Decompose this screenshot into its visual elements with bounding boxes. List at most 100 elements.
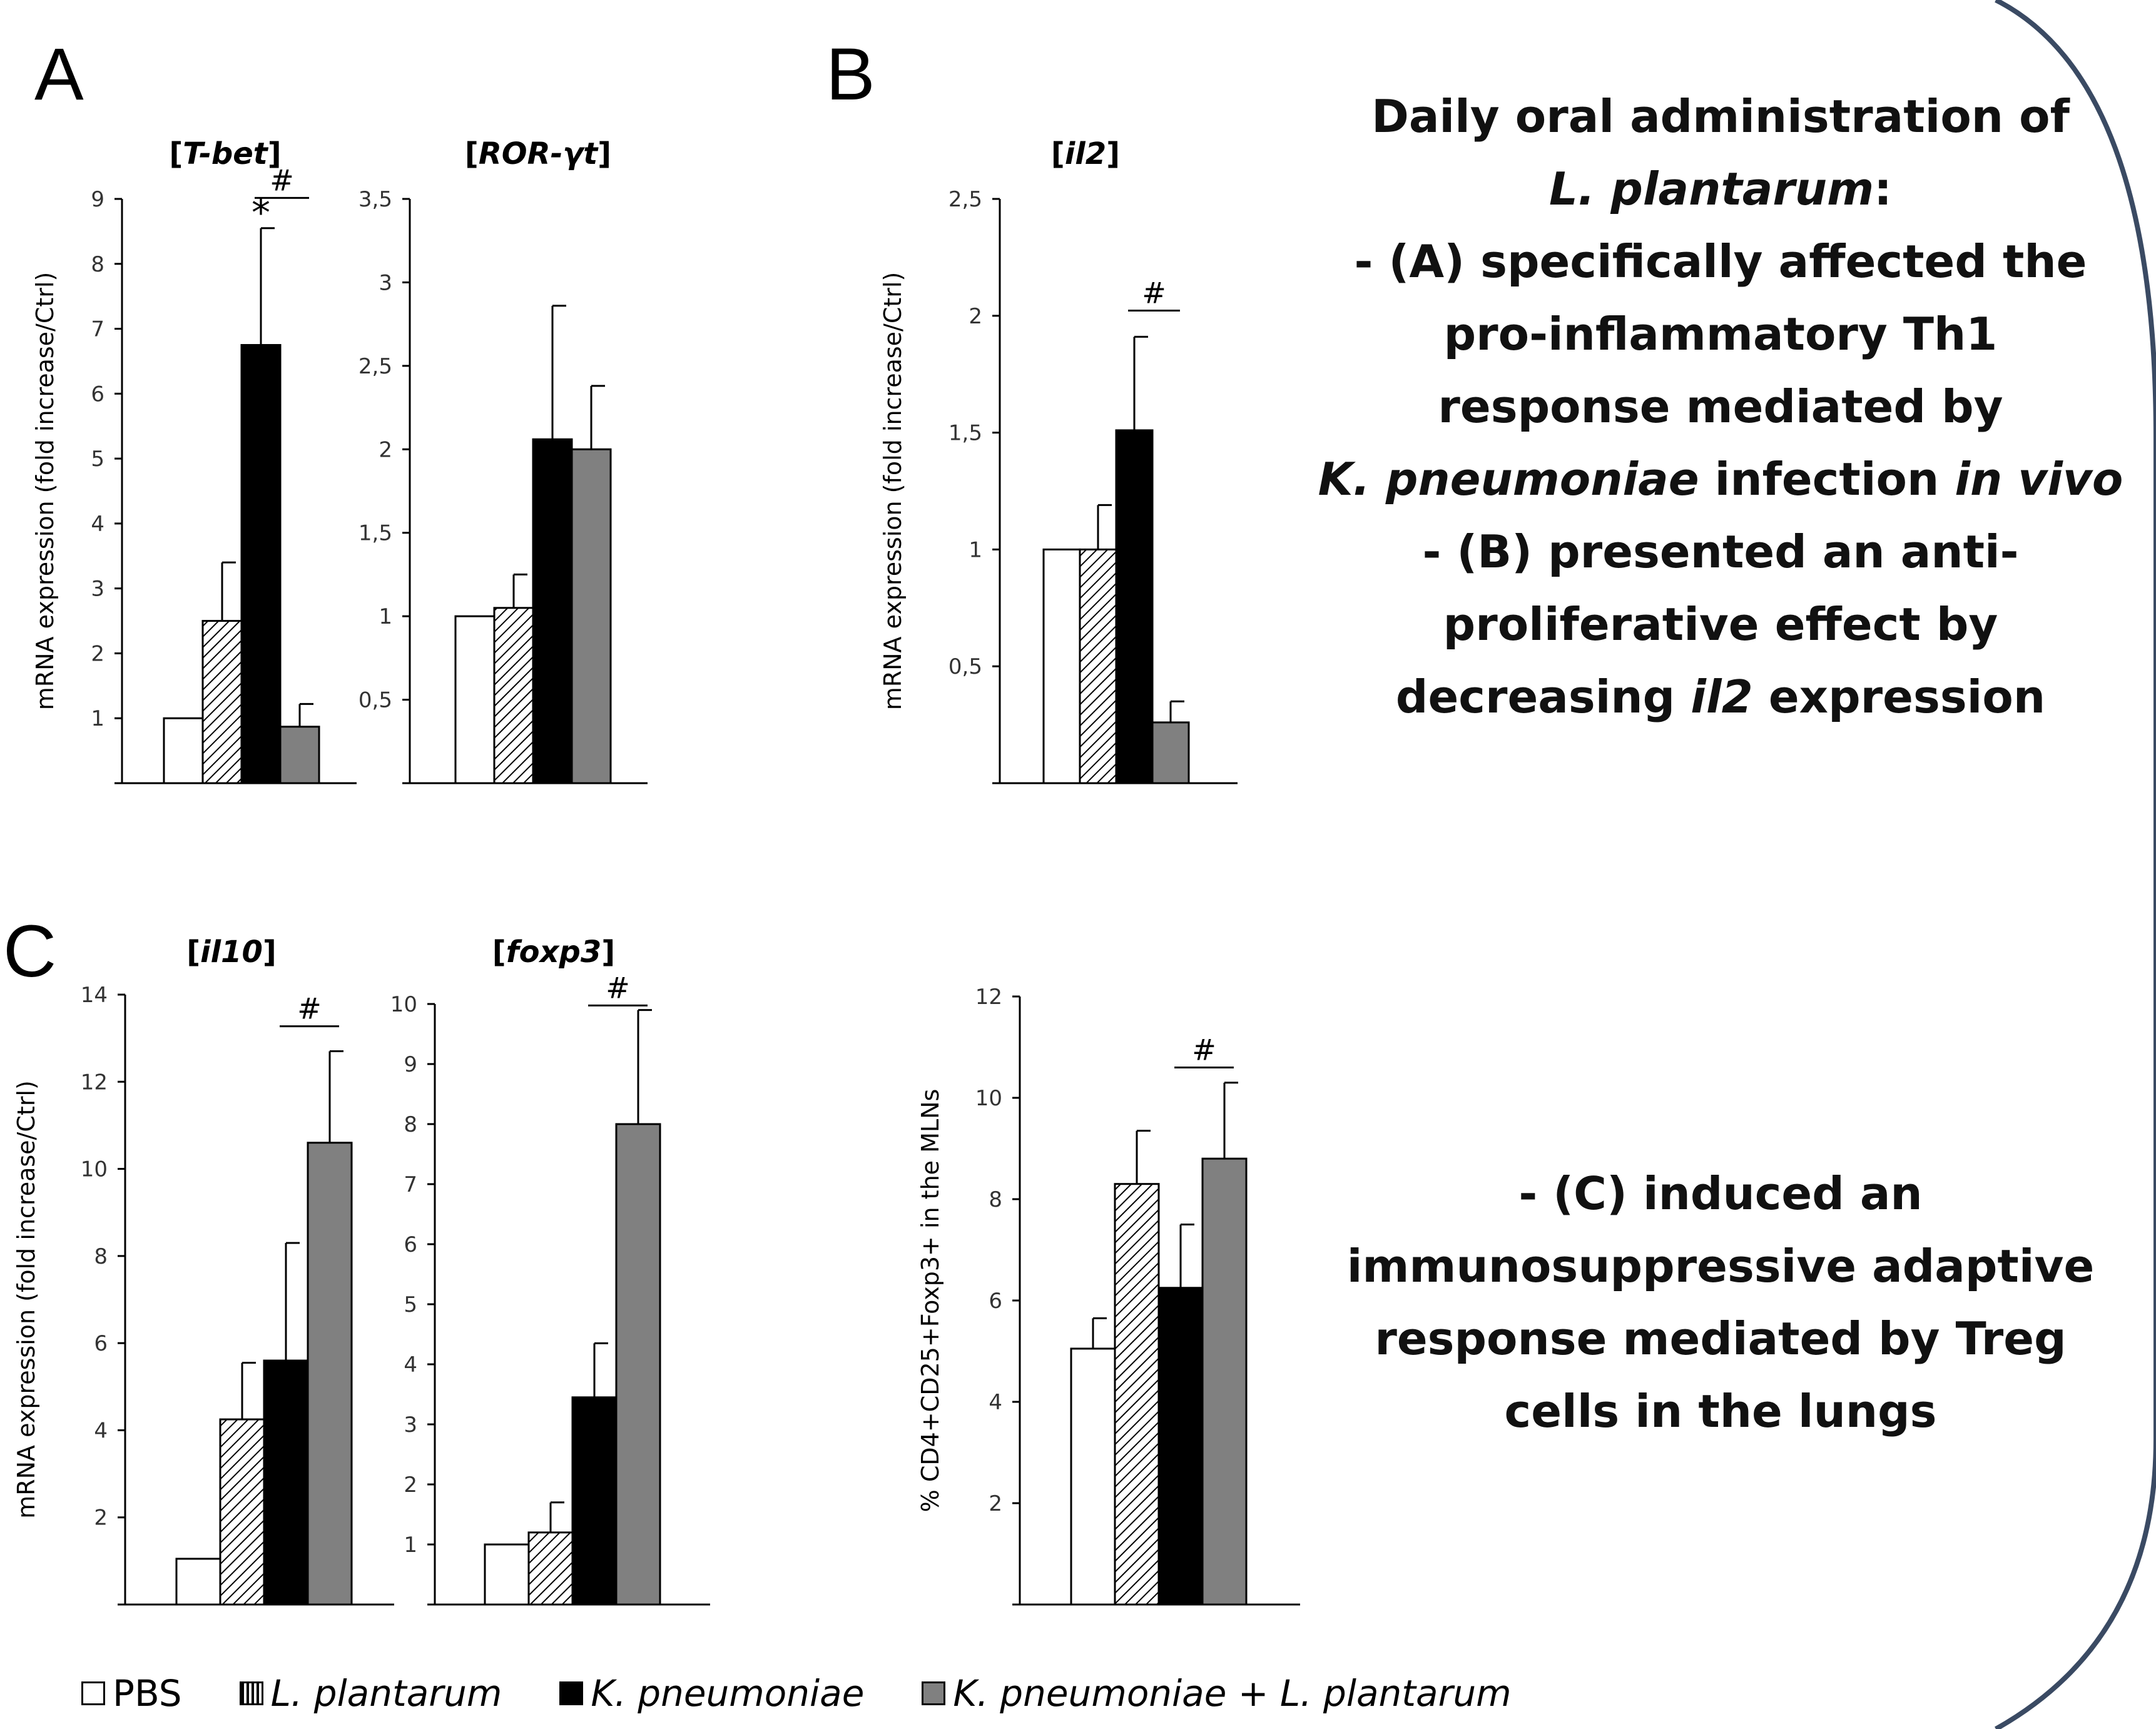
bar bbox=[1115, 429, 1154, 784]
summary-text-top: Daily oral administration of L. plantarum… bbox=[1239, 80, 2156, 733]
y-tick-label: 6 bbox=[404, 1232, 417, 1257]
y-tick-label: 2 bbox=[379, 437, 392, 462]
y-tick-label: 0,5 bbox=[948, 654, 982, 679]
legend-swatch bbox=[559, 1681, 584, 1705]
y-tick-label: 9 bbox=[404, 1052, 417, 1077]
y-tick-label: 2 bbox=[989, 1491, 1002, 1516]
y-tick-label: 9 bbox=[91, 187, 104, 212]
y-tick-label: 2,5 bbox=[948, 187, 982, 212]
chart-rorgt: 0,5 1 1,5 2 2,5 3 3,5 [ROR-γt] bbox=[358, 136, 648, 784]
summary-line: response mediated by bbox=[1438, 380, 2003, 433]
y-tick-label: 1,5 bbox=[358, 521, 392, 546]
bar bbox=[219, 1418, 265, 1606]
y-tick-label: 1 bbox=[969, 537, 982, 562]
y-tick-label: 12 bbox=[975, 985, 1002, 1010]
bar bbox=[1114, 1183, 1160, 1606]
y-tick-label: 5 bbox=[404, 1292, 417, 1317]
y-tick-label: 4 bbox=[91, 512, 104, 537]
chart-il2: 0,5 1 1,5 2 2,5 # [il2] mRNA expression (fold i… bbox=[879, 136, 1238, 784]
chart-title: [il10] bbox=[186, 935, 277, 970]
bar bbox=[163, 717, 204, 784]
chart-title: [foxp3] bbox=[492, 935, 615, 970]
legend-item: K. pneumoniae bbox=[559, 1672, 864, 1715]
summary-line: cells in the lungs bbox=[1504, 1385, 1937, 1437]
bar bbox=[279, 726, 320, 784]
y-tick-label: 8 bbox=[989, 1187, 1002, 1212]
bar bbox=[1157, 1287, 1204, 1606]
legend-label: K. pneumoniae + L. plantarum bbox=[953, 1672, 1512, 1715]
y-tick-label: 12 bbox=[81, 1070, 108, 1095]
y-tick-label: 6 bbox=[94, 1331, 108, 1356]
legend-item: PBS bbox=[81, 1672, 182, 1715]
bar bbox=[527, 1531, 574, 1606]
summary-text-bottom: - (C) induced an immunosuppressive adapti… bbox=[1276, 1157, 2156, 1448]
y-tick-label: 2 bbox=[91, 641, 104, 666]
y-tick-label: 5 bbox=[91, 447, 104, 472]
legend-swatch bbox=[239, 1681, 263, 1705]
y-tick-label: 3,5 bbox=[358, 187, 392, 212]
bar bbox=[454, 615, 496, 784]
bar bbox=[307, 1142, 353, 1606]
bar bbox=[1042, 548, 1081, 784]
y-tick-label: 2,5 bbox=[358, 354, 392, 379]
y-tick-label: 1,5 bbox=[948, 421, 982, 446]
y-tick-label: 4 bbox=[404, 1352, 417, 1377]
summary-line: K. pneumoniae infection in vivo bbox=[1318, 453, 2123, 505]
summary-line: pro-inflammatory Th1 bbox=[1443, 308, 1998, 360]
bar bbox=[263, 1359, 309, 1606]
chart-title: [T-bet] bbox=[169, 136, 281, 171]
significance-hash: # bbox=[606, 971, 630, 1005]
chart-treg: 2 4 6 8 10 12 # % CD4+CD25+Foxp3+ in the MLNs bbox=[917, 985, 1300, 1606]
y-tick-label: 1 bbox=[404, 1533, 417, 1558]
y-tick-label: 14 bbox=[81, 983, 108, 1008]
y-tick-label: 4 bbox=[989, 1390, 1002, 1415]
y-tick-label: 7 bbox=[404, 1172, 417, 1197]
bar bbox=[493, 607, 534, 784]
chart-il10: 2 4 6 8 10 12 14 # [il10] mRNA expression (fold i… bbox=[13, 935, 394, 1606]
y-tick-label: 3 bbox=[91, 577, 104, 602]
legend-item: L. plantarum bbox=[239, 1672, 502, 1715]
legend-label: L. plantarum bbox=[270, 1672, 502, 1715]
y-tick-label: 2 bbox=[969, 304, 982, 329]
y-tick-label: 3 bbox=[379, 270, 392, 295]
legend-label: PBS bbox=[113, 1672, 182, 1715]
y-tick-label: 10 bbox=[975, 1086, 1002, 1111]
y-tick-label: 8 bbox=[91, 252, 104, 277]
y-axis-label: mRNA expression (fold increase/Ctrl) bbox=[879, 272, 907, 711]
bar bbox=[1151, 721, 1190, 784]
chart-foxp3: 1 2 3 4 5 6 7 8 9 10 #[foxp3] bbox=[390, 935, 710, 1606]
y-tick-label: 1 bbox=[379, 604, 392, 629]
y-tick-label: 6 bbox=[989, 1289, 1002, 1314]
y-tick-label: 4 bbox=[94, 1418, 108, 1443]
panel-letter-c: C bbox=[3, 910, 57, 993]
y-tick-label: 7 bbox=[91, 317, 104, 342]
legend-label: K. pneumoniae bbox=[591, 1672, 865, 1715]
bar bbox=[201, 620, 243, 784]
y-tick-label: 1 bbox=[91, 706, 104, 731]
summary-line: proliferative effect by bbox=[1443, 598, 1998, 651]
significance-hash: # bbox=[1192, 1033, 1216, 1067]
summary-line: response mediated by Treg bbox=[1375, 1312, 2067, 1365]
summary-line: - (C) induced an bbox=[1518, 1167, 1923, 1220]
summary-line: decreasing il2 expression bbox=[1395, 671, 2046, 723]
bar bbox=[1201, 1157, 1248, 1606]
y-tick-label: 10 bbox=[81, 1157, 108, 1182]
y-tick-label: 8 bbox=[404, 1112, 417, 1137]
chart-legend: PBS L. plantarum K. pneumoniae K. pneumonia… bbox=[81, 1671, 1569, 1715]
legend-swatch bbox=[922, 1681, 946, 1705]
legend-swatch bbox=[81, 1681, 105, 1705]
y-tick-label: 3 bbox=[404, 1412, 417, 1437]
significance-hash: # bbox=[270, 163, 294, 197]
y-axis-label: % CD4+CD25+Foxp3+ in the MLNs bbox=[917, 1089, 944, 1513]
summary-line: - (A) specifically affected the bbox=[1354, 235, 2087, 288]
bar bbox=[532, 438, 573, 784]
y-tick-label: 10 bbox=[390, 992, 417, 1017]
chart-title: [ROR-γt] bbox=[465, 136, 611, 171]
bar bbox=[1079, 548, 1117, 784]
legend-item: K. pneumoniae + L. plantarum bbox=[922, 1672, 1512, 1715]
bar bbox=[571, 448, 612, 784]
summary-line: immunosuppressive adaptive bbox=[1346, 1240, 2095, 1292]
bar bbox=[484, 1543, 530, 1606]
